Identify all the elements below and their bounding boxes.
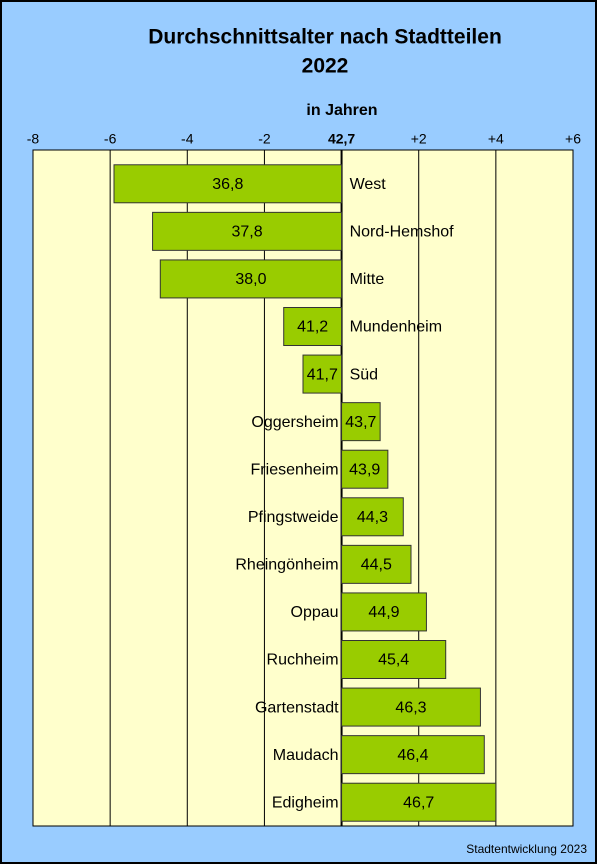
- data-label: 44,9: [368, 604, 399, 621]
- data-label: 36,8: [212, 176, 243, 193]
- source: Stadtentwicklung 2023: [466, 842, 587, 856]
- bar: [341, 449, 389, 489]
- x-tick-label: -4: [181, 131, 194, 147]
- category-label: Mundenheim: [350, 319, 443, 336]
- category-label: Maudach: [273, 747, 339, 764]
- bar: [302, 354, 343, 394]
- bar: [152, 211, 343, 251]
- x-tick-label: +4: [488, 131, 504, 147]
- bar: [341, 735, 485, 775]
- category-label: Gartenstadt: [255, 699, 339, 716]
- chart-title: Durchschnittsalter nach Stadtteilen: [148, 26, 502, 49]
- bar: [341, 782, 497, 822]
- x-tick-label: -2: [258, 131, 271, 147]
- bar: [341, 592, 427, 632]
- chart-title: 2022: [302, 55, 349, 78]
- category-label: Nord-Hemshof: [350, 224, 455, 241]
- bar: [341, 497, 404, 537]
- category-label: Friesenheim: [251, 461, 339, 478]
- bar: [341, 402, 381, 442]
- bar: [159, 259, 343, 299]
- category-label: Rheingönheim: [235, 557, 338, 574]
- x-tick-label: -8: [27, 131, 40, 147]
- category-label: West: [350, 176, 387, 193]
- data-label: 37,8: [232, 224, 263, 241]
- bar: [283, 307, 343, 346]
- data-label: 46,3: [395, 699, 426, 716]
- data-label: 41,2: [297, 319, 328, 336]
- x-tick-label: 42,7: [328, 131, 355, 147]
- data-label: 38,0: [235, 271, 266, 288]
- data-label: 45,4: [378, 652, 409, 669]
- data-label: 44,3: [357, 509, 388, 526]
- category-label: Süd: [350, 366, 378, 383]
- data-label: 43,7: [345, 414, 376, 431]
- x-tick-label: +2: [411, 131, 427, 147]
- data-label: 46,4: [397, 747, 428, 764]
- bar: [341, 544, 412, 584]
- category-label: Pfingstweide: [248, 509, 339, 526]
- bar: [113, 164, 343, 204]
- data-label: 43,9: [349, 461, 380, 478]
- category-label: Oggersheim: [251, 414, 338, 431]
- data-label: 44,5: [361, 557, 392, 574]
- data-label: 41,7: [307, 366, 338, 383]
- axis-title: in Jahren: [306, 102, 377, 119]
- category-label: Edigheim: [272, 794, 339, 811]
- plot-area: [32, 149, 574, 827]
- bar: [341, 687, 481, 727]
- x-tick-label: -6: [104, 131, 117, 147]
- data-label: 46,7: [403, 794, 434, 811]
- bar: [341, 640, 447, 679]
- x-tick-label: +6: [565, 131, 581, 147]
- category-label: Oppau: [291, 604, 339, 621]
- category-label: Mitte: [350, 271, 385, 288]
- category-label: Ruchheim: [267, 652, 339, 669]
